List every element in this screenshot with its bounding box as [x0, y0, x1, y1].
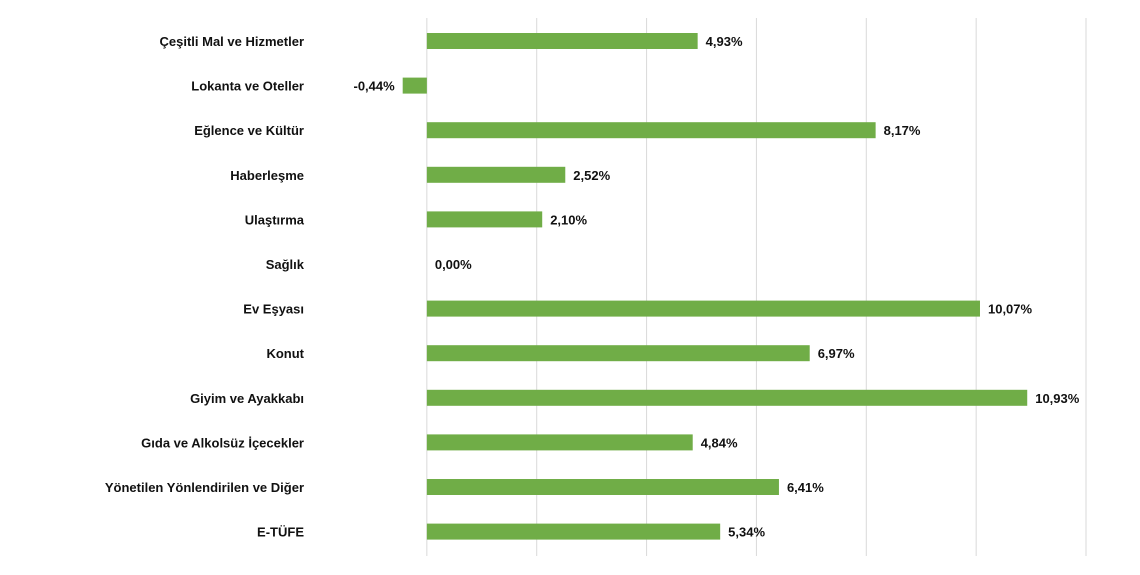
- bar: [426, 523, 721, 540]
- bars: [402, 33, 1028, 540]
- data-label: -0,44%: [353, 79, 395, 94]
- category-label: Haberleşme: [230, 168, 304, 183]
- data-label: 6,41%: [787, 480, 824, 495]
- data-label: 8,17%: [884, 123, 921, 138]
- category-label: Sağlık: [266, 257, 305, 272]
- bar: [426, 166, 566, 183]
- bar: [402, 77, 427, 94]
- category-label: Konut: [266, 346, 304, 361]
- gridlines: [426, 18, 1087, 556]
- category-label: Gıda ve Alkolsüz İçecekler: [141, 435, 304, 450]
- category-label: Yönetilen Yönlendirilen ve Diğer: [105, 480, 304, 495]
- bar: [426, 211, 543, 228]
- data-label: 4,93%: [706, 34, 743, 49]
- data-labels: 4,93% -0,44% 8,17% 2,52% 2,10% 0,00% 10,07% 6,9…: [353, 34, 1079, 540]
- bar: [426, 33, 698, 49]
- data-label: 5,34%: [728, 525, 765, 540]
- data-label: 0,00%: [435, 257, 472, 272]
- data-label: 2,10%: [550, 212, 587, 227]
- bar: [426, 434, 693, 451]
- category-label: Ulaştırma: [245, 212, 305, 227]
- data-label: 2,52%: [573, 168, 610, 183]
- category-label: E-TÜFE: [257, 525, 304, 540]
- category-label: Eğlence ve Kültür: [194, 123, 304, 138]
- bar: [426, 122, 876, 139]
- data-label: 4,84%: [701, 435, 738, 450]
- data-label: 10,07%: [988, 302, 1033, 317]
- data-label: 6,97%: [818, 346, 855, 361]
- bar: [426, 300, 980, 317]
- category-label: Lokanta ve Oteller: [191, 79, 304, 94]
- category-labels: Çeşitli Mal ve Hizmetler Lokanta ve Otell…: [105, 34, 305, 540]
- category-label: Giyim ve Ayakkabı: [190, 391, 304, 406]
- bar: [426, 389, 1028, 406]
- bar: [426, 479, 779, 495]
- category-label: Ev Eşyası: [243, 302, 304, 317]
- bar: [426, 345, 810, 362]
- data-label: 10,93%: [1035, 391, 1080, 406]
- category-label: Çeşitli Mal ve Hizmetler: [160, 34, 305, 49]
